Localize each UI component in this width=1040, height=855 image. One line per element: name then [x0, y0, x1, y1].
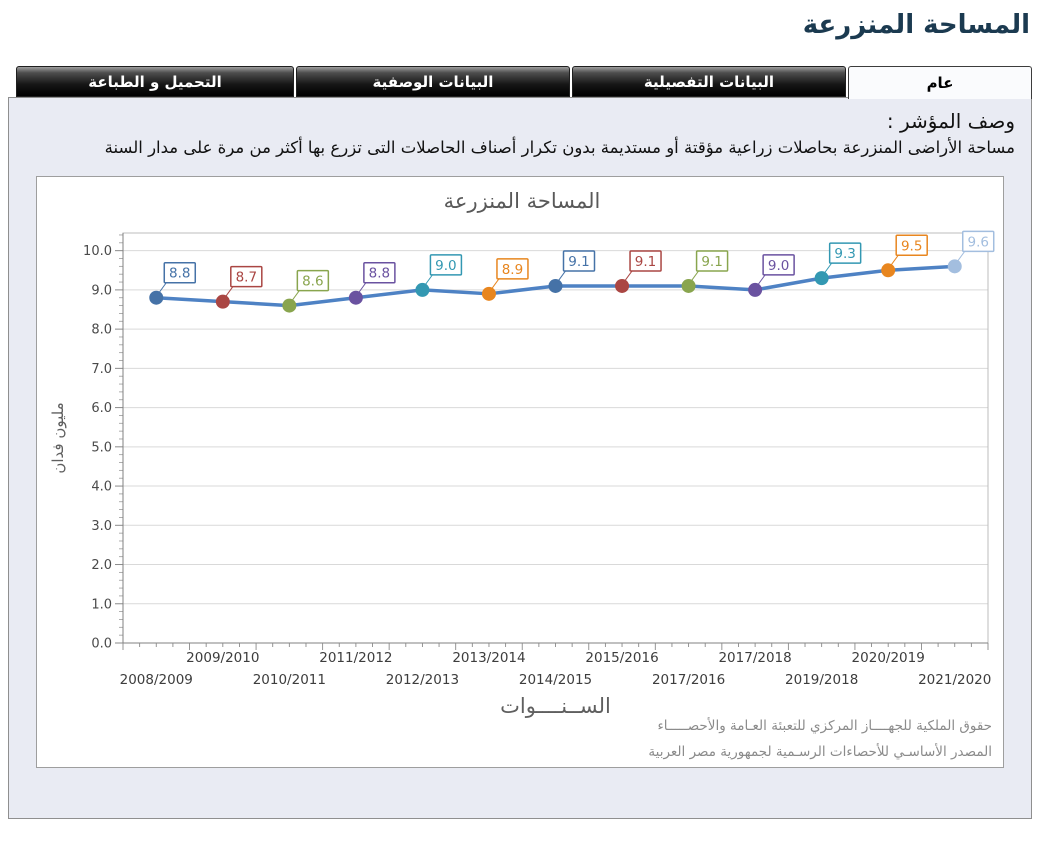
- x-tick-label: 2017/2016: [652, 672, 725, 688]
- y-tick-label: 5.0: [91, 441, 112, 456]
- data-label: 9.1: [701, 254, 722, 270]
- data-label: 9.5: [901, 239, 922, 255]
- data-point[interactable]: [681, 279, 696, 294]
- tab-bar: عام البيانات التفصيلية البيانات الوصفية …: [0, 66, 1040, 99]
- data-label-box: [961, 231, 995, 253]
- x-tick-label: 2014/2015: [519, 672, 592, 688]
- data-point[interactable]: [149, 291, 164, 306]
- data-point[interactable]: [348, 291, 363, 306]
- data-point[interactable]: [814, 271, 829, 286]
- data-label: 9.0: [768, 258, 789, 274]
- y-tick-label: 1.0: [91, 598, 112, 613]
- data-label: 8.8: [369, 266, 390, 282]
- x-tick-label: 2009/2010: [186, 650, 259, 666]
- x-tick-label: 2011/2012: [319, 650, 392, 666]
- tab-detailed-data[interactable]: البيانات التفصيلية: [572, 66, 846, 97]
- data-label: 8.9: [502, 262, 523, 278]
- data-label-box: [895, 234, 928, 257]
- plot-border: [122, 232, 989, 644]
- data-label: 9.3: [834, 247, 855, 263]
- cultivated-area-line-chart: المساحة المنزرعة 0.0 1.0 2.0 3.0 4.0 5.0 6.0 7.0…: [49, 189, 995, 760]
- y-tick-label: 6.0: [91, 402, 112, 417]
- y-tick-label: 7.0: [91, 362, 112, 377]
- description-heading: وصف المؤشر :: [886, 109, 1015, 133]
- data-point[interactable]: [881, 263, 896, 278]
- description-body: مساحة الأراضى المنزرعة بحاصلات زراعية مؤ…: [104, 138, 1015, 157]
- x-tick-label: 2008/2009: [120, 672, 193, 688]
- data-point[interactable]: [748, 283, 763, 298]
- data-point[interactable]: [481, 287, 496, 302]
- x-tick-label: 2020/2019: [852, 650, 925, 666]
- data-label-box: [629, 250, 662, 273]
- y-tick-label: 2.0: [91, 558, 112, 573]
- page-title: المساحة المنزرعة: [802, 10, 1030, 40]
- x-tick-label: 2013/2014: [452, 650, 525, 666]
- y-tick-label: 9.0: [91, 284, 112, 299]
- data-label-box: [429, 254, 463, 277]
- data-label-box: [695, 250, 729, 273]
- tab-metadata[interactable]: البيانات الوصفية: [296, 66, 570, 97]
- data-label-box: [496, 258, 529, 280]
- data-label-box: [762, 254, 795, 277]
- y-tick-label: 3.0: [91, 519, 112, 534]
- chart-container: المساحة المنزرعة 0.0 1.0 2.0 3.0 4.0 5.0 6.0 7.0…: [36, 176, 1004, 769]
- content-panel: وصف المؤشر : مساحة الأراضى المنزرعة بحاص…: [8, 97, 1032, 819]
- data-point[interactable]: [215, 295, 230, 310]
- data-point[interactable]: [415, 283, 430, 298]
- x-axis-title: الســنــــوات: [500, 694, 611, 718]
- data-point[interactable]: [947, 259, 962, 274]
- x-tick-label: 2015/2016: [585, 650, 658, 666]
- credits-line-2: المصدر الأساسـي للأحصاءات الرسـمية لجمهو…: [648, 743, 992, 760]
- data-label: 9.1: [635, 254, 656, 270]
- y-tick-label: 8.0: [91, 323, 112, 338]
- data-label-box: [296, 270, 330, 292]
- credits-line-1: حقوق الملكية للجهــــاز المركزي للتعبئة …: [657, 717, 992, 734]
- y-tick-label: 10.0: [83, 245, 112, 260]
- y-tick-label: 0.0: [91, 637, 112, 652]
- x-tick-label: 2012/2013: [386, 672, 459, 688]
- data-point[interactable]: [615, 279, 630, 294]
- data-label: 9.1: [568, 254, 589, 270]
- data-label-box: [230, 266, 263, 288]
- tab-download-print[interactable]: التحميل و الطباعة: [16, 66, 294, 97]
- data-label-box: [562, 250, 596, 273]
- data-point[interactable]: [282, 299, 297, 314]
- data-label: 8.8: [169, 266, 190, 282]
- data-label-box: [828, 242, 862, 265]
- data-point[interactable]: [548, 279, 563, 294]
- chart-title: المساحة المنزرعة: [444, 189, 601, 213]
- data-label: 8.7: [236, 270, 257, 286]
- x-tick-label: 2010/2011: [253, 672, 326, 688]
- x-tick-label: 2021/2020: [918, 672, 991, 688]
- tab-general[interactable]: عام: [848, 66, 1032, 99]
- data-label: 9.0: [435, 258, 456, 274]
- data-label-box: [363, 262, 396, 284]
- data-label-box: [163, 262, 197, 284]
- x-tick-label: 2019/2018: [785, 672, 858, 688]
- y-axis-title: مليون فدان: [49, 403, 67, 474]
- y-tick-label: 4.0: [91, 480, 112, 495]
- data-label: 8.6: [302, 274, 323, 290]
- x-tick-label: 2017/2018: [718, 650, 791, 666]
- data-label: 9.6: [967, 235, 988, 251]
